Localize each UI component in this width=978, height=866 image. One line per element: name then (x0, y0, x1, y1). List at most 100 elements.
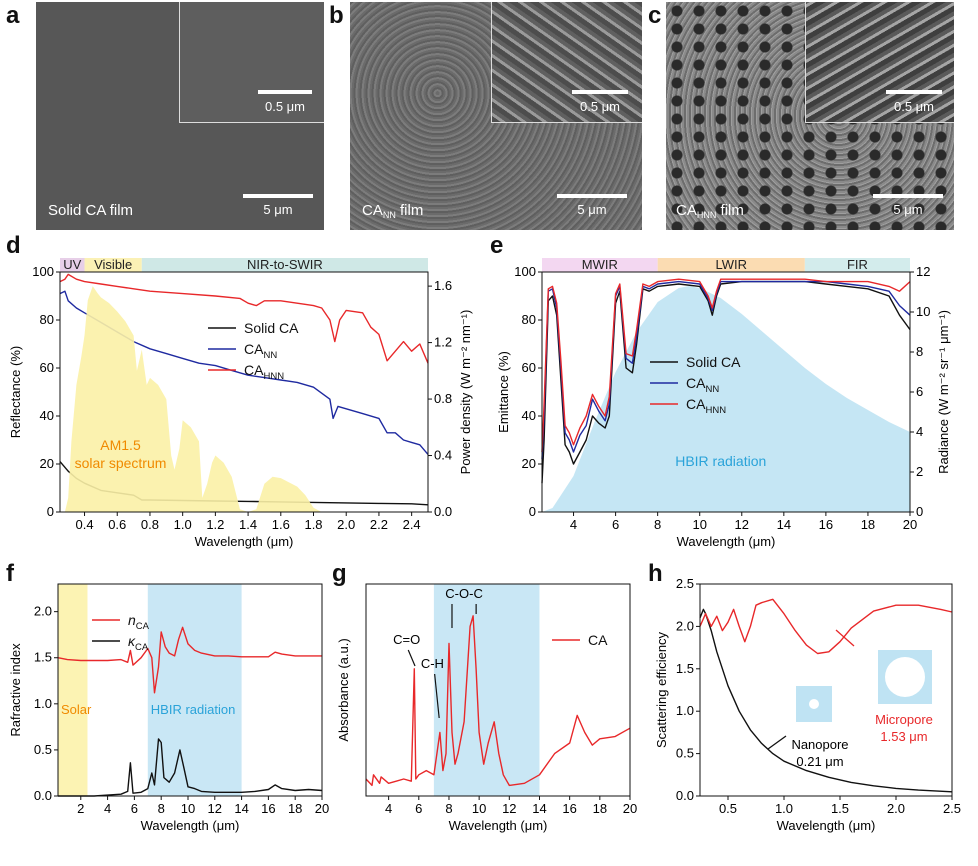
x-tick-label: 2.0 (337, 517, 355, 532)
x-tick-label: 8 (158, 801, 165, 816)
peak-label-coc: C-O-C (445, 586, 483, 601)
x-axis-label: Wavelength (μm) (449, 818, 548, 833)
x-tick-label: 20 (623, 801, 637, 816)
y-tick-label: 100 (32, 264, 54, 279)
chart-scattering: 0.5 1.0 1.5 2.0 2.5 0.0 0.5 1.0 1.5 2.0 2.5 Wavelen… (654, 576, 961, 833)
y-tick-label: 1.5 (676, 661, 694, 676)
y-tick-label: 80 (40, 312, 54, 327)
x-tick-label: 1.6 (272, 517, 290, 532)
band-label: Visible (94, 257, 132, 272)
peak-arrow-co (407, 649, 416, 667)
x-tick-label: 10 (181, 801, 195, 816)
series-line-red-0 (365, 615, 631, 787)
inset-scalebar-label: 0.5 μm (264, 99, 305, 114)
y2-tick-label: 0.0 (434, 504, 452, 519)
plot-frame (365, 583, 631, 797)
y-tick-label: 40 (40, 408, 54, 423)
x-tick-label: 1.0 (174, 517, 192, 532)
sem-image-ca-nn: 0.5 μm CANN film 5 μm (350, 2, 642, 230)
band-label: FIR (847, 257, 868, 272)
plot-frame (59, 271, 429, 513)
inset-scalebar (258, 90, 312, 94)
x-tick-label: 0.4 (75, 517, 93, 532)
y2-tick-label: 4 (916, 424, 923, 439)
legend-label: CAHNN (686, 396, 726, 416)
panel-letter-b: b (329, 2, 344, 29)
x-tick-label: 1.2 (206, 517, 224, 532)
micropore-arrow (835, 629, 855, 647)
chart-absorbance: 4 6 8 10 12 14 16 18 20 Wavelength (μm) Absorbance… (336, 583, 637, 833)
y-tick-label: 20 (522, 456, 536, 471)
y-tick-label: 60 (40, 360, 54, 375)
x-axis-label: Wavelength (μm) (141, 818, 240, 833)
y-tick-label: 2.5 (676, 576, 694, 591)
y2-tick-label: 8 (916, 344, 923, 359)
panel-letter-g: g (332, 560, 347, 587)
band-region-1 (147, 584, 242, 796)
legend-label: nCA (128, 612, 150, 632)
peak-label-ch: C-H (421, 656, 444, 671)
x-tick-label: 10 (472, 801, 486, 816)
x-tick-label: 18 (593, 801, 607, 816)
peak-arrow-ch (434, 673, 440, 719)
panel-letter-d: d (6, 232, 21, 259)
band-strip-0 (60, 258, 85, 272)
sem-film-label: CAHNN film (676, 202, 744, 220)
panel-letter-f: f (6, 560, 14, 587)
x-tick-label: 2 (77, 801, 84, 816)
band-region-0 (58, 584, 88, 796)
y2-axis-label: Radiance (W m⁻² sr⁻¹ μm⁻¹) (936, 310, 951, 474)
y-axis-label: Scattering efficiency (654, 631, 669, 748)
y-axis-label: Rafractive index (8, 643, 23, 737)
panel-letter-h: h (648, 560, 663, 587)
y-axis-label: Absorbance (a.u.) (336, 638, 351, 741)
x-tick-label: 2.2 (370, 517, 388, 532)
chart-reflectance: UV Visible NIR-to-SWIR 0.4 0.6 0.8 1.0 1.2 1.4 1.… (8, 257, 473, 549)
y-tick-label: 2.0 (34, 604, 52, 619)
plot-frame (699, 583, 953, 797)
legend-label: CANN (244, 341, 277, 361)
x-tick-label: 4 (570, 517, 577, 532)
x-tick-label: 18 (861, 517, 875, 532)
main-scalebar (243, 194, 313, 198)
x-tick-label: 4 (104, 801, 111, 816)
x-tick-label: 12 (502, 801, 516, 816)
y2-tick-label: 0.8 (434, 391, 452, 406)
band-label: Solar (61, 702, 92, 717)
x-tick-label: 2.0 (887, 801, 905, 816)
x-axis-label: Wavelength (μm) (195, 534, 294, 549)
band-region-0 (433, 584, 540, 796)
sem-inset-ca-hnn: 0.5 μm (805, 2, 954, 123)
y2-tick-label: 6 (916, 384, 923, 399)
legend-label: CAHNN (244, 362, 284, 382)
y-axis-label: Reflectance (%) (8, 346, 23, 438)
x-tick-label: 16 (562, 801, 576, 816)
y-tick-label: 100 (514, 264, 536, 279)
legend-label: Solid CA (686, 354, 741, 370)
series-line-black-0 (699, 608, 953, 793)
series-line-blue-2 (541, 280, 911, 460)
y-tick-label: 80 (522, 312, 536, 327)
main-scalebar-label: 5 μm (263, 202, 293, 217)
x-tick-label: 20 (315, 801, 329, 816)
x-tick-label: 14 (777, 517, 791, 532)
x-tick-label: 12 (735, 517, 749, 532)
x-tick-label: 14 (532, 801, 546, 816)
y2-tick-label: 0 (916, 504, 923, 519)
main-scalebar-label: 5 μm (893, 202, 923, 217)
inset-scalebar-label: 0.5 μm (579, 99, 620, 114)
nanopore-arrow (767, 735, 787, 750)
x-tick-label: 20 (903, 517, 917, 532)
y2-tick-label: 1.6 (434, 278, 452, 293)
x-tick-label: 18 (288, 801, 302, 816)
peak-label-co: C=O (393, 632, 420, 647)
x-tick-label: 16 (261, 801, 275, 816)
y-tick-label: 1.5 (34, 650, 52, 665)
micropore-label: Micropore (875, 712, 933, 727)
y2-axis-label: Power density (W m⁻² nm⁻¹) (458, 310, 473, 475)
y-tick-label: 60 (522, 360, 536, 375)
y2-tick-label: 1.2 (434, 335, 452, 350)
main-scalebar-label: 5 μm (577, 202, 607, 217)
y-tick-label: 40 (522, 408, 536, 423)
x-tick-label: 1.8 (304, 517, 322, 532)
